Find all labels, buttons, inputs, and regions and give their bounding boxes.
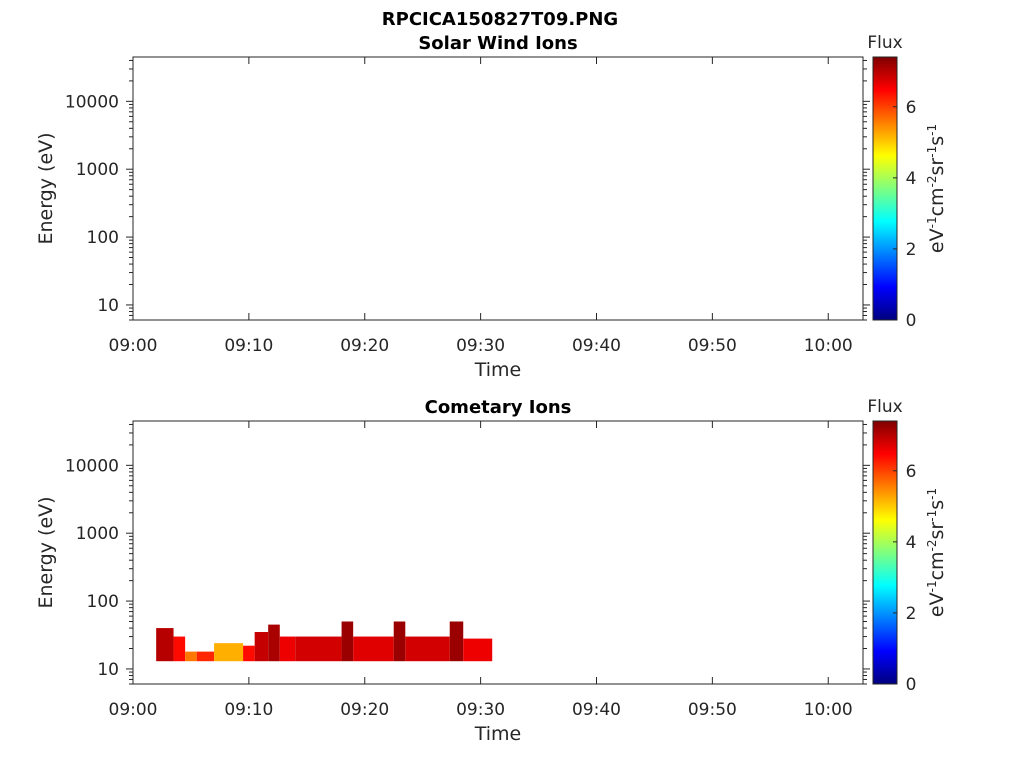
- colorbar: Flux 0 2 4 6 eV-1cm-2sr-1s-1: [867, 33, 948, 331]
- spectrogram-bin: [214, 643, 244, 662]
- y-tick-label: 1000: [76, 160, 119, 180]
- y-tick-label: 10: [97, 296, 119, 316]
- x-tick-label: 09:30: [456, 336, 505, 356]
- colorbar-tick-label: 4: [906, 533, 917, 553]
- spectrogram-bin: [243, 645, 255, 662]
- x-tick-label: 09:00: [109, 336, 158, 356]
- colorbar-label: eV-1cm-2sr-1s-1: [925, 488, 948, 617]
- x-tick-label: 09:10: [224, 336, 273, 356]
- spectrogram-bin: [185, 651, 197, 662]
- y-tick-label: 10000: [65, 92, 119, 112]
- y-tick-label: 100: [87, 228, 119, 248]
- spectrogram-bin: [463, 638, 493, 662]
- spectrogram-bin: [393, 621, 406, 662]
- colorbar-title: Flux: [867, 397, 902, 417]
- x-tick-label: 09:40: [572, 336, 621, 356]
- x-tick-label: 09:20: [340, 700, 389, 720]
- spectrogram-bin: [279, 636, 296, 662]
- spectrogram-bin: [268, 624, 280, 662]
- panel-title: Solar Wind Ions: [418, 33, 577, 54]
- y-axis-label: Energy (eV): [35, 132, 57, 244]
- colorbar-scale: [872, 56, 898, 321]
- colorbar-label: eV-1cm-2sr-1s-1: [925, 124, 948, 253]
- spectrogram-bins: [156, 621, 493, 662]
- spectrogram-bin: [196, 651, 215, 662]
- colorbar-tick-label: 2: [906, 604, 917, 624]
- plot-area: [132, 420, 864, 685]
- x-tick-label: 09:20: [340, 336, 389, 356]
- spectrogram-bin: [341, 621, 354, 662]
- x-tick-label: 09:00: [109, 700, 158, 720]
- x-axis-label: Time: [474, 723, 522, 745]
- spectrogram-bin: [295, 636, 342, 662]
- panel-solar-wind-ions: Solar Wind Ions 09:00 09:10 09:20 09:30 09:40…: [35, 33, 948, 381]
- x-axis-label: Time: [474, 359, 522, 381]
- spectrogram-bin: [254, 632, 269, 662]
- colorbar-tick-label: 4: [906, 169, 917, 189]
- colorbar-tick-label: 0: [906, 311, 917, 331]
- colorbar-scale: [872, 420, 898, 685]
- y-tick-label: 1000: [76, 524, 119, 544]
- spectrogram-bin: [353, 636, 394, 662]
- spectrogram-bin: [156, 628, 174, 662]
- spectrogram-bin: [449, 621, 464, 662]
- x-tick-label: 09:50: [688, 700, 737, 720]
- plot-area: [132, 56, 864, 321]
- colorbar: Flux 0 2 4 6 eV-1cm-2sr-1s-1: [867, 397, 948, 695]
- spectrogram-bin: [173, 636, 186, 662]
- x-tick-label: 09:30: [456, 700, 505, 720]
- colorbar-tick-label: 6: [906, 98, 917, 118]
- x-tick-label: 10:00: [804, 336, 853, 356]
- colorbar-title: Flux: [867, 33, 902, 53]
- y-tick-label: 10000: [65, 456, 119, 476]
- y-axis-label: Energy (eV): [35, 496, 57, 608]
- x-tick-label: 10:00: [804, 700, 853, 720]
- x-tick-label: 09:50: [688, 336, 737, 356]
- panel-cometary-ions: Cometary Ions 09:00 09:10 09:20 09:30 09:40 09…: [35, 397, 948, 745]
- y-tick-label: 100: [87, 592, 119, 612]
- colorbar-tick-label: 6: [906, 462, 917, 482]
- figure-title: RPCICA150827T09.PNG: [382, 9, 618, 30]
- x-tick-label: 09:10: [224, 700, 273, 720]
- x-tick-label: 09:40: [572, 700, 621, 720]
- panel-title: Cometary Ions: [425, 397, 572, 418]
- spectrogram-bin: [405, 636, 450, 662]
- colorbar-tick-label: 0: [906, 675, 917, 695]
- y-tick-label: 10: [97, 660, 119, 680]
- colorbar-tick-label: 2: [906, 240, 917, 260]
